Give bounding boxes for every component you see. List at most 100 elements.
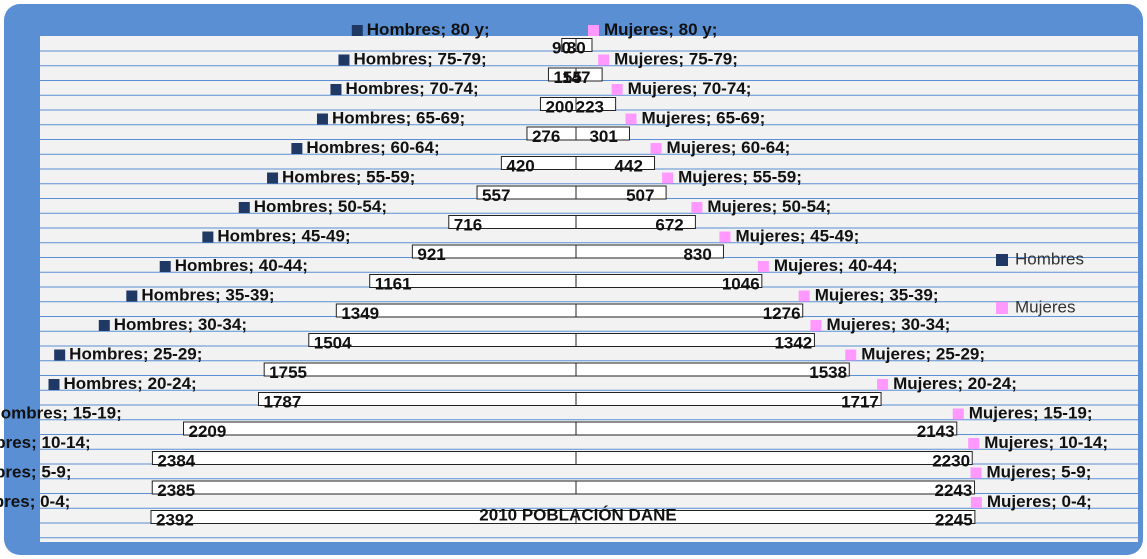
separator: ; bbox=[712, 20, 718, 39]
category: 35-39 bbox=[889, 286, 932, 305]
data-label: Mujeres; 40-44; bbox=[774, 256, 898, 275]
series-name: Hombres bbox=[217, 227, 291, 246]
separator: ; bbox=[473, 79, 479, 98]
data-label: Mujeres; 30-34; bbox=[826, 315, 950, 334]
label-marker bbox=[691, 202, 703, 213]
separator: ; bbox=[116, 404, 122, 423]
data-label: Mujeres; 5-9; bbox=[987, 463, 1092, 482]
separator: ; bbox=[31, 433, 41, 452]
data-label: Hombres; 70-74; bbox=[345, 79, 478, 98]
separator: ; bbox=[327, 197, 337, 216]
data-label: Hombres; 20-24; bbox=[63, 374, 196, 393]
separator: ; bbox=[269, 286, 275, 305]
separator: ; bbox=[760, 109, 766, 128]
value-label: 2243 bbox=[935, 481, 973, 500]
data-label: Mujeres; 60-64; bbox=[667, 138, 791, 157]
label-marker bbox=[650, 143, 662, 154]
value-label: 1504 bbox=[314, 333, 352, 352]
separator: ; bbox=[1051, 463, 1061, 482]
label-marker bbox=[54, 349, 66, 361]
legend: Hombres Mujeres bbox=[996, 249, 1084, 316]
separator: ; bbox=[678, 50, 688, 69]
data-label: Hombres; 0-4; bbox=[0, 492, 70, 511]
data-label: Hombres; 10-14; bbox=[0, 433, 91, 452]
data-label: Hombres; 80 y; bbox=[367, 20, 490, 39]
series-name: Hombres bbox=[0, 492, 30, 511]
label-marker bbox=[48, 379, 60, 390]
category: 65-69 bbox=[716, 109, 759, 128]
value-label: 1276 bbox=[763, 304, 801, 323]
category: 5-9 bbox=[1061, 463, 1086, 482]
series-name: Hombres bbox=[141, 286, 215, 305]
bars bbox=[150, 38, 976, 524]
separator: ; bbox=[732, 50, 738, 69]
separator: ; bbox=[191, 374, 197, 393]
value-label: 1046 bbox=[722, 274, 760, 293]
label-marker bbox=[970, 497, 982, 508]
separator: ; bbox=[838, 256, 848, 275]
category: 25-29 bbox=[153, 345, 196, 364]
separator: ; bbox=[143, 345, 153, 364]
value-label: 1755 bbox=[269, 363, 307, 382]
series-name: Mujeres bbox=[987, 463, 1051, 482]
separator: ; bbox=[957, 374, 967, 393]
category: 50-54 bbox=[782, 197, 826, 216]
data-label: Mujeres; 65-69; bbox=[641, 109, 765, 128]
label-marker bbox=[625, 113, 637, 125]
value-label: 2209 bbox=[189, 422, 227, 441]
label-marker bbox=[798, 290, 810, 302]
separator: ; bbox=[692, 79, 702, 98]
value-label: 420 bbox=[506, 156, 534, 175]
separator: ; bbox=[1086, 463, 1092, 482]
label-marker bbox=[98, 320, 110, 331]
data-label: Mujeres; 75-79; bbox=[614, 50, 738, 69]
bar bbox=[575, 510, 976, 524]
separator: ; bbox=[427, 50, 437, 69]
series-name: Mujeres bbox=[984, 433, 1048, 452]
label-marker bbox=[330, 84, 342, 95]
series-name: Mujeres bbox=[774, 256, 838, 275]
legend-label: Mujeres bbox=[1015, 297, 1075, 316]
label-marker bbox=[598, 54, 610, 66]
category: 15-19 bbox=[73, 404, 116, 423]
separator: ; bbox=[892, 256, 898, 275]
separator: ; bbox=[66, 463, 72, 482]
value-label: 155 bbox=[553, 68, 581, 87]
category: 0-4 bbox=[1062, 492, 1087, 511]
category: 80 y bbox=[451, 20, 485, 39]
series-name: Mujeres bbox=[987, 492, 1051, 511]
category: 60-64 bbox=[390, 138, 434, 157]
bar bbox=[575, 244, 724, 259]
series-name: Hombres bbox=[0, 463, 31, 482]
data-label: Hombres; 45-49; bbox=[217, 227, 350, 246]
label-marker bbox=[202, 231, 214, 243]
value-label: 1538 bbox=[809, 363, 847, 382]
series-name: Hombres bbox=[367, 20, 441, 39]
separator: ; bbox=[248, 256, 258, 275]
category: 40-44 bbox=[848, 256, 892, 275]
separator: ; bbox=[800, 227, 810, 246]
separator: ; bbox=[785, 138, 791, 157]
value-label: 2385 bbox=[157, 481, 195, 500]
label-marker bbox=[757, 261, 769, 272]
series-name: Hombres bbox=[0, 433, 31, 452]
bar bbox=[575, 97, 617, 111]
category: 25-29 bbox=[936, 345, 979, 364]
value-label: 1349 bbox=[341, 304, 379, 323]
data-label: Mujeres; 35-39; bbox=[815, 286, 939, 305]
bar bbox=[575, 392, 882, 406]
separator: ; bbox=[484, 20, 490, 39]
separator: ; bbox=[65, 492, 71, 511]
bar bbox=[257, 392, 577, 406]
series-name: Hombres bbox=[175, 256, 249, 275]
bar bbox=[151, 480, 577, 495]
value-label: 2384 bbox=[157, 451, 195, 470]
category: 70-74 bbox=[702, 79, 746, 98]
separator: ; bbox=[746, 79, 752, 98]
bar bbox=[575, 421, 958, 436]
label-marker bbox=[970, 467, 982, 479]
bar bbox=[263, 362, 577, 377]
value-label: 2245 bbox=[935, 510, 973, 529]
separator: ; bbox=[291, 227, 301, 246]
